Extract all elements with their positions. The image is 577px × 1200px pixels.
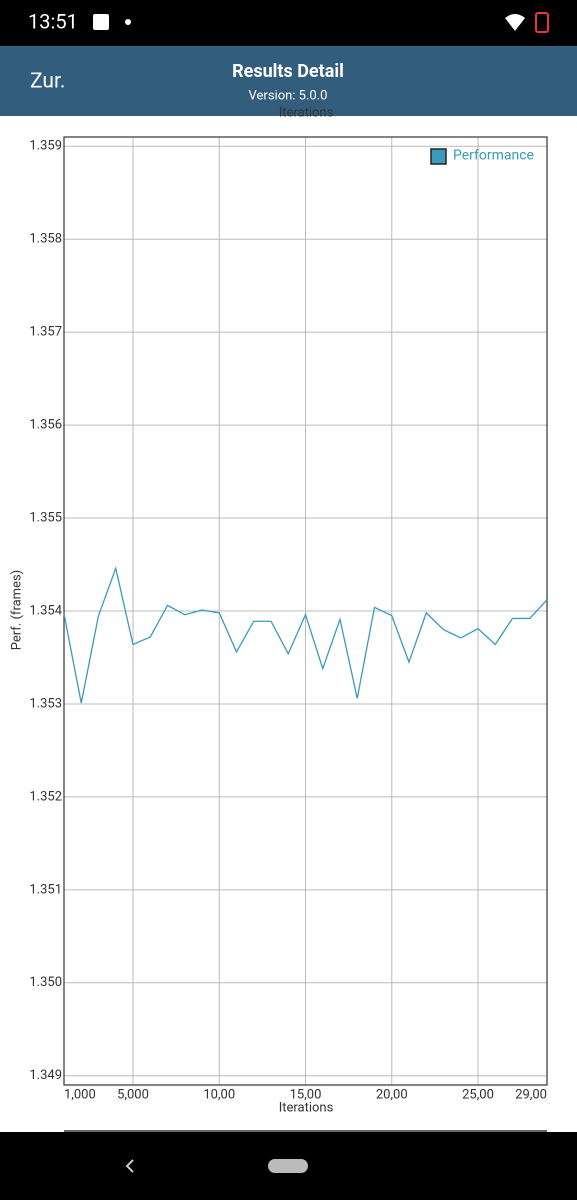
x-tick-label: 10,00: [203, 1087, 235, 1102]
y-tick-label: 1.357: [29, 325, 62, 340]
y-axis-label: Perf. (frames): [9, 570, 24, 650]
battery-icon: [535, 12, 549, 33]
status-bar: [0, 0, 577, 46]
header-title: Results Detail: [232, 61, 344, 82]
x-tick-label: 1,000: [64, 1087, 96, 1102]
y-tick-label: 1.353: [29, 696, 62, 711]
y-tick-label: 1.355: [29, 510, 62, 525]
x-tick-label: 29,00: [515, 1087, 547, 1102]
x-tick-label: 20,00: [376, 1087, 408, 1102]
x-axis-label-top: Iterations: [279, 105, 334, 120]
back-button[interactable]: Zur.: [30, 70, 65, 94]
chart: Iterations 1.349 1.350 1.351 1.352 1.353 1.354…: [9, 105, 548, 1132]
y-tick-label: 1.351: [29, 882, 62, 897]
y-tick-label: 1.354: [29, 603, 62, 618]
y-tick-label: 1.352: [29, 789, 62, 804]
plot-frame: [63, 136, 548, 1086]
nav-home[interactable]: [268, 1159, 308, 1173]
dot-icon: [125, 19, 131, 25]
x-tick-label: 15,00: [290, 1087, 322, 1102]
gallery-icon: [93, 14, 109, 30]
x-tick-label: 25,00: [462, 1087, 494, 1102]
nav-back[interactable]: [125, 1159, 134, 1173]
header-subtitle: Version: 5.0.0: [249, 88, 328, 103]
x-axis-label: Iterations: [279, 1100, 334, 1115]
wifi-icon: [505, 14, 525, 31]
app-header: [0, 46, 577, 116]
legend-swatch: [430, 148, 447, 165]
y-tick-label: 1.358: [29, 232, 62, 247]
y-tick-label: 1.350: [29, 975, 62, 990]
y-tick-label: 1.359: [29, 139, 62, 154]
y-tick-label: 1.356: [29, 418, 62, 433]
data-line: [63, 565, 548, 704]
status-time: 13:51: [28, 9, 78, 33]
y-tick-label: 1.349: [29, 1068, 62, 1083]
legend-label: Performance: [453, 148, 534, 164]
x-tick-label: 5,000: [117, 1087, 149, 1102]
